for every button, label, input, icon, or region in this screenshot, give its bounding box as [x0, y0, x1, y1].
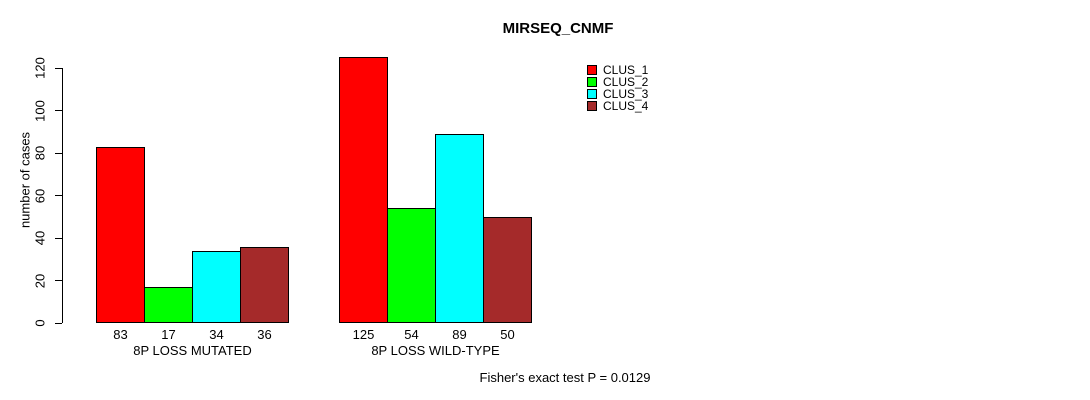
annotation-text: Fisher's exact test P = 0.0129	[479, 370, 651, 385]
bar-clus_4-group2	[483, 216, 532, 323]
legend-label: CLUS_1	[603, 63, 649, 77]
bar-value-label: 34	[209, 327, 224, 342]
chart-title: MIRSEQ_CNMF	[502, 20, 614, 37]
bar-clus_3-group2	[435, 133, 484, 323]
y-tick-label: 40	[32, 230, 48, 246]
legend-label: CLUS_2	[603, 75, 649, 89]
bar-clus_3-group1	[192, 250, 241, 323]
legend-item: CLUS_4	[587, 100, 648, 112]
bar-value-label: 36	[257, 327, 272, 342]
y-tick-mark	[55, 67, 62, 69]
legend: CLUS_1 CLUS_2 CLUS_3 CLUS_4	[587, 64, 648, 112]
legend-item: CLUS_3	[587, 88, 648, 100]
bar-clus_1-group2	[339, 57, 388, 323]
y-tick-label: 60	[32, 188, 48, 203]
group-label: 8P LOSS WILD-TYPE	[371, 343, 500, 358]
bar-value-label: 54	[404, 327, 419, 342]
y-tick-mark	[55, 280, 62, 281]
bar-value-label: 83	[113, 327, 128, 342]
legend-swatch-icon	[587, 101, 597, 111]
y-tick-mark	[55, 110, 62, 111]
bar-value-label: 125	[352, 327, 375, 342]
y-tick-mark	[55, 152, 62, 154]
y-tick-label: 80	[32, 145, 48, 161]
bar-value-label: 50	[500, 327, 515, 342]
legend-swatch-icon	[587, 65, 597, 75]
y-tick-label: 120	[32, 57, 48, 79]
bar-value-label: 17	[161, 327, 176, 342]
y-axis-line	[62, 68, 63, 323]
y-tick-mark	[55, 322, 62, 324]
y-tick-mark	[55, 195, 62, 196]
y-tick-label: 20	[32, 273, 48, 288]
bar-value-label: 89	[452, 327, 467, 342]
bar-clus_1-group1	[96, 146, 145, 323]
legend-item: CLUS_2	[587, 76, 648, 88]
y-tick-label: 100	[32, 99, 48, 122]
y-tick-mark	[55, 237, 62, 239]
legend-swatch-icon	[587, 89, 597, 99]
bar-clus_4-group1	[240, 246, 289, 323]
legend-item: CLUS_1	[587, 64, 648, 76]
legend-swatch-icon	[587, 77, 597, 87]
legend-label: CLUS_3	[603, 87, 649, 101]
legend-label: CLUS_4	[603, 99, 649, 113]
bar-clus_2-group2	[387, 208, 436, 323]
group-label: 8P LOSS MUTATED	[133, 343, 252, 358]
y-tick-label: 0	[32, 319, 48, 327]
bar-clus_2-group1	[144, 286, 193, 323]
y-axis-label: number of cases	[17, 131, 33, 229]
